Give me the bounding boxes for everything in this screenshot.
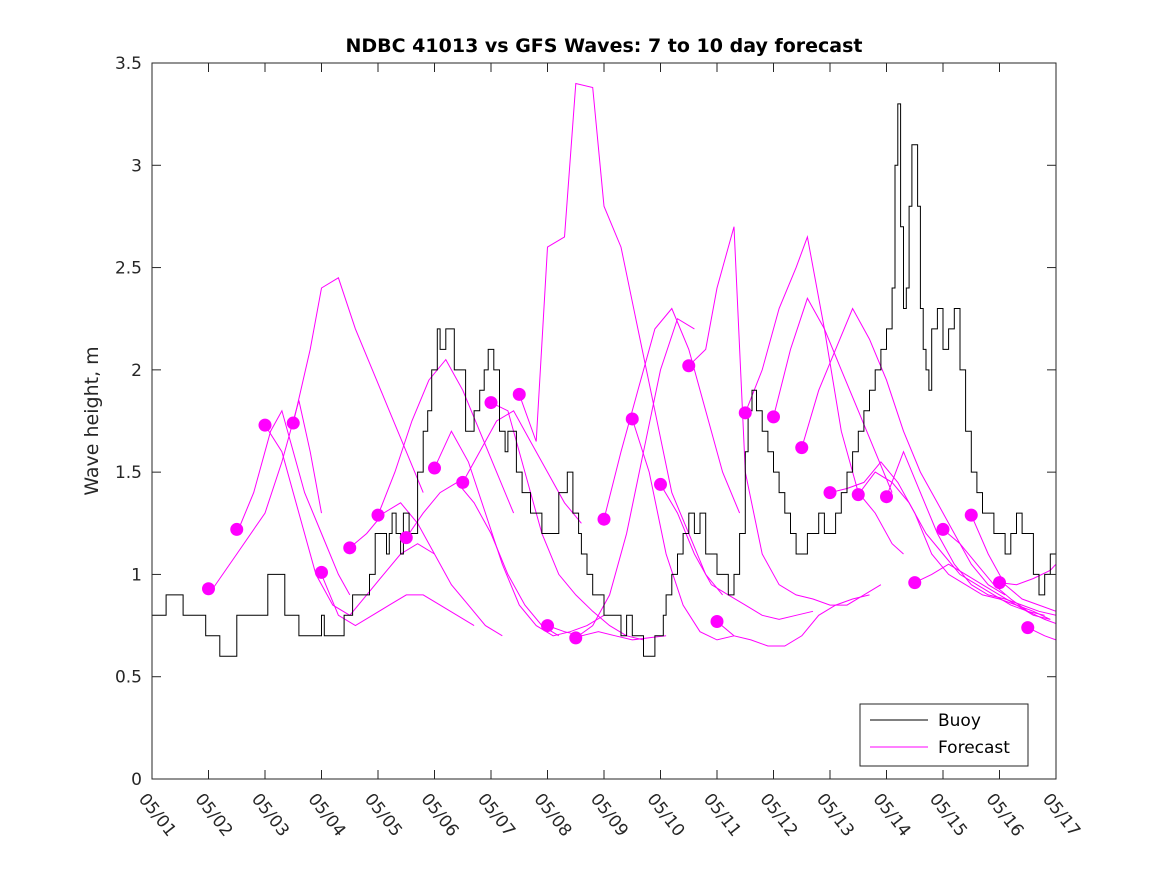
forecast-line	[603, 307, 741, 520]
buoy-line	[152, 103, 1056, 657]
forecast-line	[547, 625, 667, 641]
y-tick-label: 2.5	[115, 259, 142, 279]
forecast-marker	[851, 488, 865, 502]
y-tick-label: 0.5	[115, 668, 142, 688]
forecast-line	[942, 529, 1056, 624]
forecast-line	[857, 471, 1045, 616]
forecast-marker	[484, 396, 498, 410]
forecast-marker	[399, 531, 413, 545]
forecast-line	[801, 307, 1006, 596]
forecast-marker	[710, 614, 724, 628]
forecast-marker	[936, 522, 950, 536]
forecast-line	[716, 594, 870, 647]
y-tick-label: 1	[131, 565, 142, 585]
legend-buoy-label: Buoy	[938, 711, 981, 731]
chart-title: NDBC 41013 vs GFS Waves: 7 to 10 day for…	[345, 35, 862, 57]
forecast-line	[914, 563, 1051, 620]
forecast-marker	[371, 508, 385, 522]
forecast-marker	[541, 619, 554, 633]
y-axis: 0 0.5 1 1.5 2 2.5 3 3.5	[115, 54, 1056, 790]
y-tick-label: 3.5	[115, 54, 142, 74]
forecast-line	[575, 317, 695, 639]
forecast-marker	[456, 475, 470, 489]
forecast-line	[377, 358, 515, 516]
y-tick-label: 2	[131, 361, 142, 381]
forecast-line	[434, 430, 605, 637]
forecast-line	[236, 409, 351, 596]
forecast-marker	[569, 631, 583, 645]
forecast-marker	[625, 412, 639, 426]
legend-box	[859, 703, 1029, 767]
forecast-line	[999, 563, 1056, 586]
forecast-marker	[654, 477, 667, 491]
forecast-marker	[202, 582, 215, 596]
legend-forecast-label: Forecast	[938, 738, 1010, 758]
forecast-marker	[1021, 621, 1035, 635]
y-axis-label: Wave height, m	[81, 346, 103, 495]
forecast-line	[462, 410, 582, 524]
forecast-marker	[767, 410, 780, 424]
y-tick-label: 1.5	[115, 463, 142, 483]
forecast-marker	[597, 512, 611, 526]
forecast-marker	[258, 418, 272, 432]
forecast-line	[208, 400, 322, 596]
forecast-marker	[823, 486, 837, 500]
forecast-marker	[682, 359, 696, 373]
forecast-marker	[908, 576, 922, 590]
y-tick-label: 0	[131, 770, 142, 790]
forecast-line	[292, 277, 424, 493]
forecast-line	[321, 574, 475, 627]
forecast-line	[886, 450, 1056, 616]
forecast-line	[405, 481, 560, 637]
legend: Buoy Forecast	[859, 703, 1029, 767]
forecast-marker	[230, 522, 244, 536]
forecast-marker	[880, 490, 893, 504]
y-tick-label: 3	[131, 156, 142, 176]
forecast-line	[829, 461, 1051, 620]
forecast-marker	[428, 461, 441, 475]
forecast-marker	[315, 565, 328, 579]
forecast-marker	[512, 387, 526, 401]
plot-area	[152, 63, 1056, 779]
forecast-line	[773, 297, 893, 493]
series-layer	[152, 82, 1056, 657]
forecast-marker	[738, 406, 752, 420]
forecast-line	[688, 226, 882, 606]
forecast-marker	[286, 416, 300, 430]
forecast-line	[518, 82, 723, 596]
forecast-line	[349, 502, 503, 637]
forecast-line	[631, 418, 735, 641]
forecast-line	[970, 514, 1056, 612]
forecast-marker	[964, 508, 978, 522]
forecast-marker	[343, 541, 357, 555]
forecast-marker	[795, 441, 809, 455]
forecast-marker	[993, 576, 1006, 590]
marker-layer	[202, 359, 1035, 645]
